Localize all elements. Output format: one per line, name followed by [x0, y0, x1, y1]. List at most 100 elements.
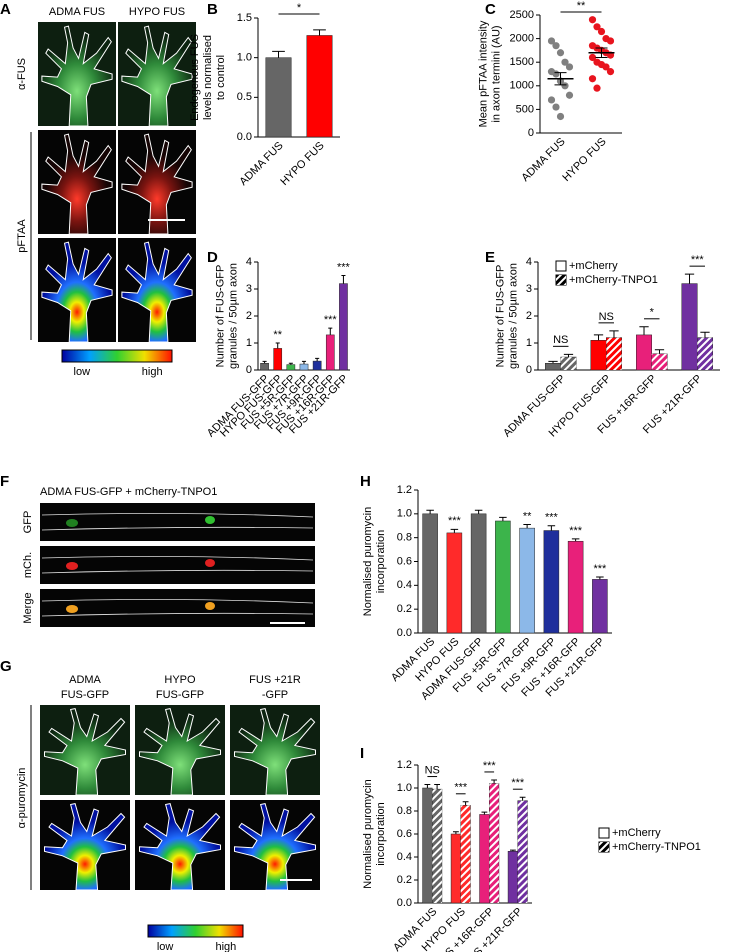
column-label: FUS +21R	[249, 674, 301, 686]
data-point	[593, 84, 601, 92]
error-bar	[700, 331, 710, 338]
y-tick-label: 0.2	[397, 603, 412, 615]
y-axis-label: in axon termini (AU)	[491, 25, 503, 122]
y-tick-label: 0.8	[397, 532, 412, 544]
bar	[590, 340, 607, 371]
bar	[495, 520, 511, 634]
bar	[592, 579, 608, 634]
cell-outline	[42, 26, 112, 126]
panel-letter: I	[360, 745, 364, 762]
column-label: HYPO	[164, 674, 196, 686]
row-label: pFTAA	[16, 219, 28, 253]
y-axis-label: to control	[215, 55, 227, 100]
data-point	[597, 27, 606, 36]
error-bar	[275, 342, 280, 349]
panel-letter: F	[0, 473, 9, 490]
data-point	[552, 70, 560, 78]
data-point	[561, 58, 569, 66]
cell-outline	[122, 242, 192, 342]
legend-swatch	[598, 827, 610, 839]
cell-outline	[235, 709, 316, 795]
y-tick-label: 2	[246, 310, 252, 322]
hatch	[460, 805, 471, 903]
hatch	[517, 800, 528, 903]
error-bar	[288, 362, 293, 365]
hatch	[560, 357, 577, 370]
hatch	[697, 337, 713, 370]
significance: ***	[511, 777, 525, 789]
error-bar	[341, 275, 346, 284]
bar	[567, 540, 584, 634]
cell-outline	[42, 134, 112, 234]
bar	[260, 363, 269, 371]
scale-label: low	[157, 941, 174, 952]
error-bar	[596, 576, 604, 580]
y-tick-label: 1.0	[237, 52, 252, 64]
significance: **	[523, 510, 532, 522]
y-tick-label: 1	[246, 337, 252, 349]
error-bar	[563, 353, 574, 358]
significance: ***	[448, 515, 462, 527]
y-axis-label: Normalised puromycin	[362, 779, 374, 888]
y-tick-label: 1500	[510, 56, 534, 68]
error-bar	[452, 831, 459, 834]
significance: NS	[425, 764, 440, 776]
error-bar	[509, 849, 516, 852]
y-tick-label: 3	[526, 283, 532, 295]
y-axis-label: incorporation	[375, 802, 387, 866]
data-point	[556, 112, 565, 121]
panel-letter: H	[360, 473, 371, 490]
bar	[545, 363, 562, 371]
bar	[422, 787, 433, 904]
bar	[507, 851, 518, 904]
bar	[450, 833, 461, 904]
error-bar	[609, 330, 619, 338]
bar	[265, 57, 292, 138]
error-bar	[547, 525, 556, 531]
data-point	[565, 63, 574, 71]
axon-outline	[41, 599, 314, 617]
bar	[543, 530, 560, 634]
column-label: FUS-GFP	[61, 689, 109, 701]
y-tick-label: 2	[526, 310, 532, 322]
y-tick-label: 0	[246, 364, 252, 376]
column-label: HYPO FUS	[129, 6, 185, 18]
data-point	[606, 37, 615, 45]
cell-outline	[122, 134, 192, 234]
bar	[422, 513, 438, 634]
error-bar	[491, 779, 498, 784]
error-bar	[684, 273, 695, 284]
y-axis-label: granules / 50µm axon	[228, 263, 240, 369]
column-label: FUS-GFP	[156, 689, 204, 701]
colorbar	[61, 349, 173, 363]
error-bar	[571, 538, 580, 542]
bar	[273, 348, 283, 371]
hatch	[651, 353, 668, 370]
error-bar	[593, 334, 604, 341]
significance: *	[297, 2, 302, 14]
y-tick-label: 0.4	[397, 579, 412, 591]
x-tick-label: HYPO FUS	[278, 140, 326, 188]
axon-outline	[41, 556, 314, 574]
significance: ***	[691, 254, 705, 266]
y-tick-label: 0.0	[397, 627, 412, 639]
bar	[519, 527, 535, 634]
y-tick-label: 0.6	[397, 555, 412, 567]
cell-outline	[140, 709, 221, 795]
bar	[479, 814, 490, 904]
error-bar	[639, 326, 649, 335]
error-bar	[262, 360, 267, 364]
legend-label: +mCherry	[612, 827, 661, 839]
cell-outline	[42, 242, 112, 342]
row-label: mCh.	[22, 552, 34, 578]
bar	[636, 334, 653, 371]
error-bar	[654, 349, 665, 354]
row-label: α-puromycin	[16, 768, 28, 829]
cell-outline	[45, 804, 126, 890]
hatch	[599, 842, 609, 852]
bar	[339, 283, 348, 371]
y-tick-label: 1.2	[397, 759, 412, 771]
error-bar	[434, 784, 441, 790]
y-tick-label: 0	[526, 364, 532, 376]
